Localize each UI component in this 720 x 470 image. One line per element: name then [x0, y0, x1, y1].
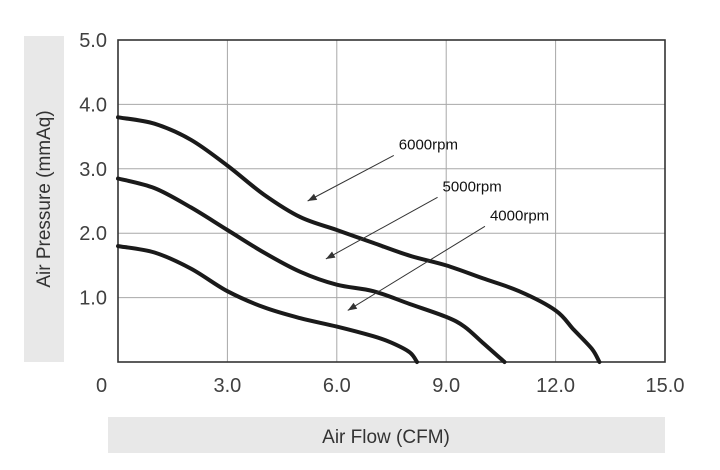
x-axis-label: Air Flow (CFM)	[322, 427, 450, 448]
y-tick-label: 1.0	[79, 288, 107, 310]
y-axis-label: Air Pressure (mmAq)	[34, 110, 55, 287]
y-tick-label: 4.0	[79, 94, 107, 116]
x-tick-label: 15.0	[646, 375, 685, 397]
annotation-4000rpm: 4000rpm	[490, 207, 549, 224]
curve-5000rpm	[116, 176, 507, 364]
annotation-arrow-line	[347, 225, 486, 311]
annotation-arrow-line	[325, 196, 438, 260]
plot-frame	[117, 39, 666, 363]
y-axis-title-band	[24, 36, 64, 362]
x-tick-label: 3.0	[213, 375, 241, 397]
annotation-arrowhead	[347, 302, 358, 311]
x-tick-label: 9.0	[432, 375, 460, 397]
y-tick-label: 2.0	[79, 223, 107, 245]
annotation-arrowhead	[307, 193, 318, 201]
annotation-arrowhead	[325, 251, 336, 259]
x-tick-label: 12.0	[536, 375, 575, 397]
x-axis-title-band	[108, 417, 665, 453]
x-tick-label: 6.0	[323, 375, 351, 397]
annotation-5000rpm: 5000rpm	[443, 178, 502, 195]
x-tick-label: 0	[96, 375, 107, 397]
y-tick-label: 5.0	[79, 30, 107, 52]
annotation-arrow-line	[307, 155, 395, 202]
y-tick-label: 3.0	[79, 159, 107, 181]
annotation-6000rpm: 6000rpm	[399, 136, 458, 153]
curve-4000rpm	[116, 244, 419, 364]
curve-6000rpm	[116, 115, 602, 364]
